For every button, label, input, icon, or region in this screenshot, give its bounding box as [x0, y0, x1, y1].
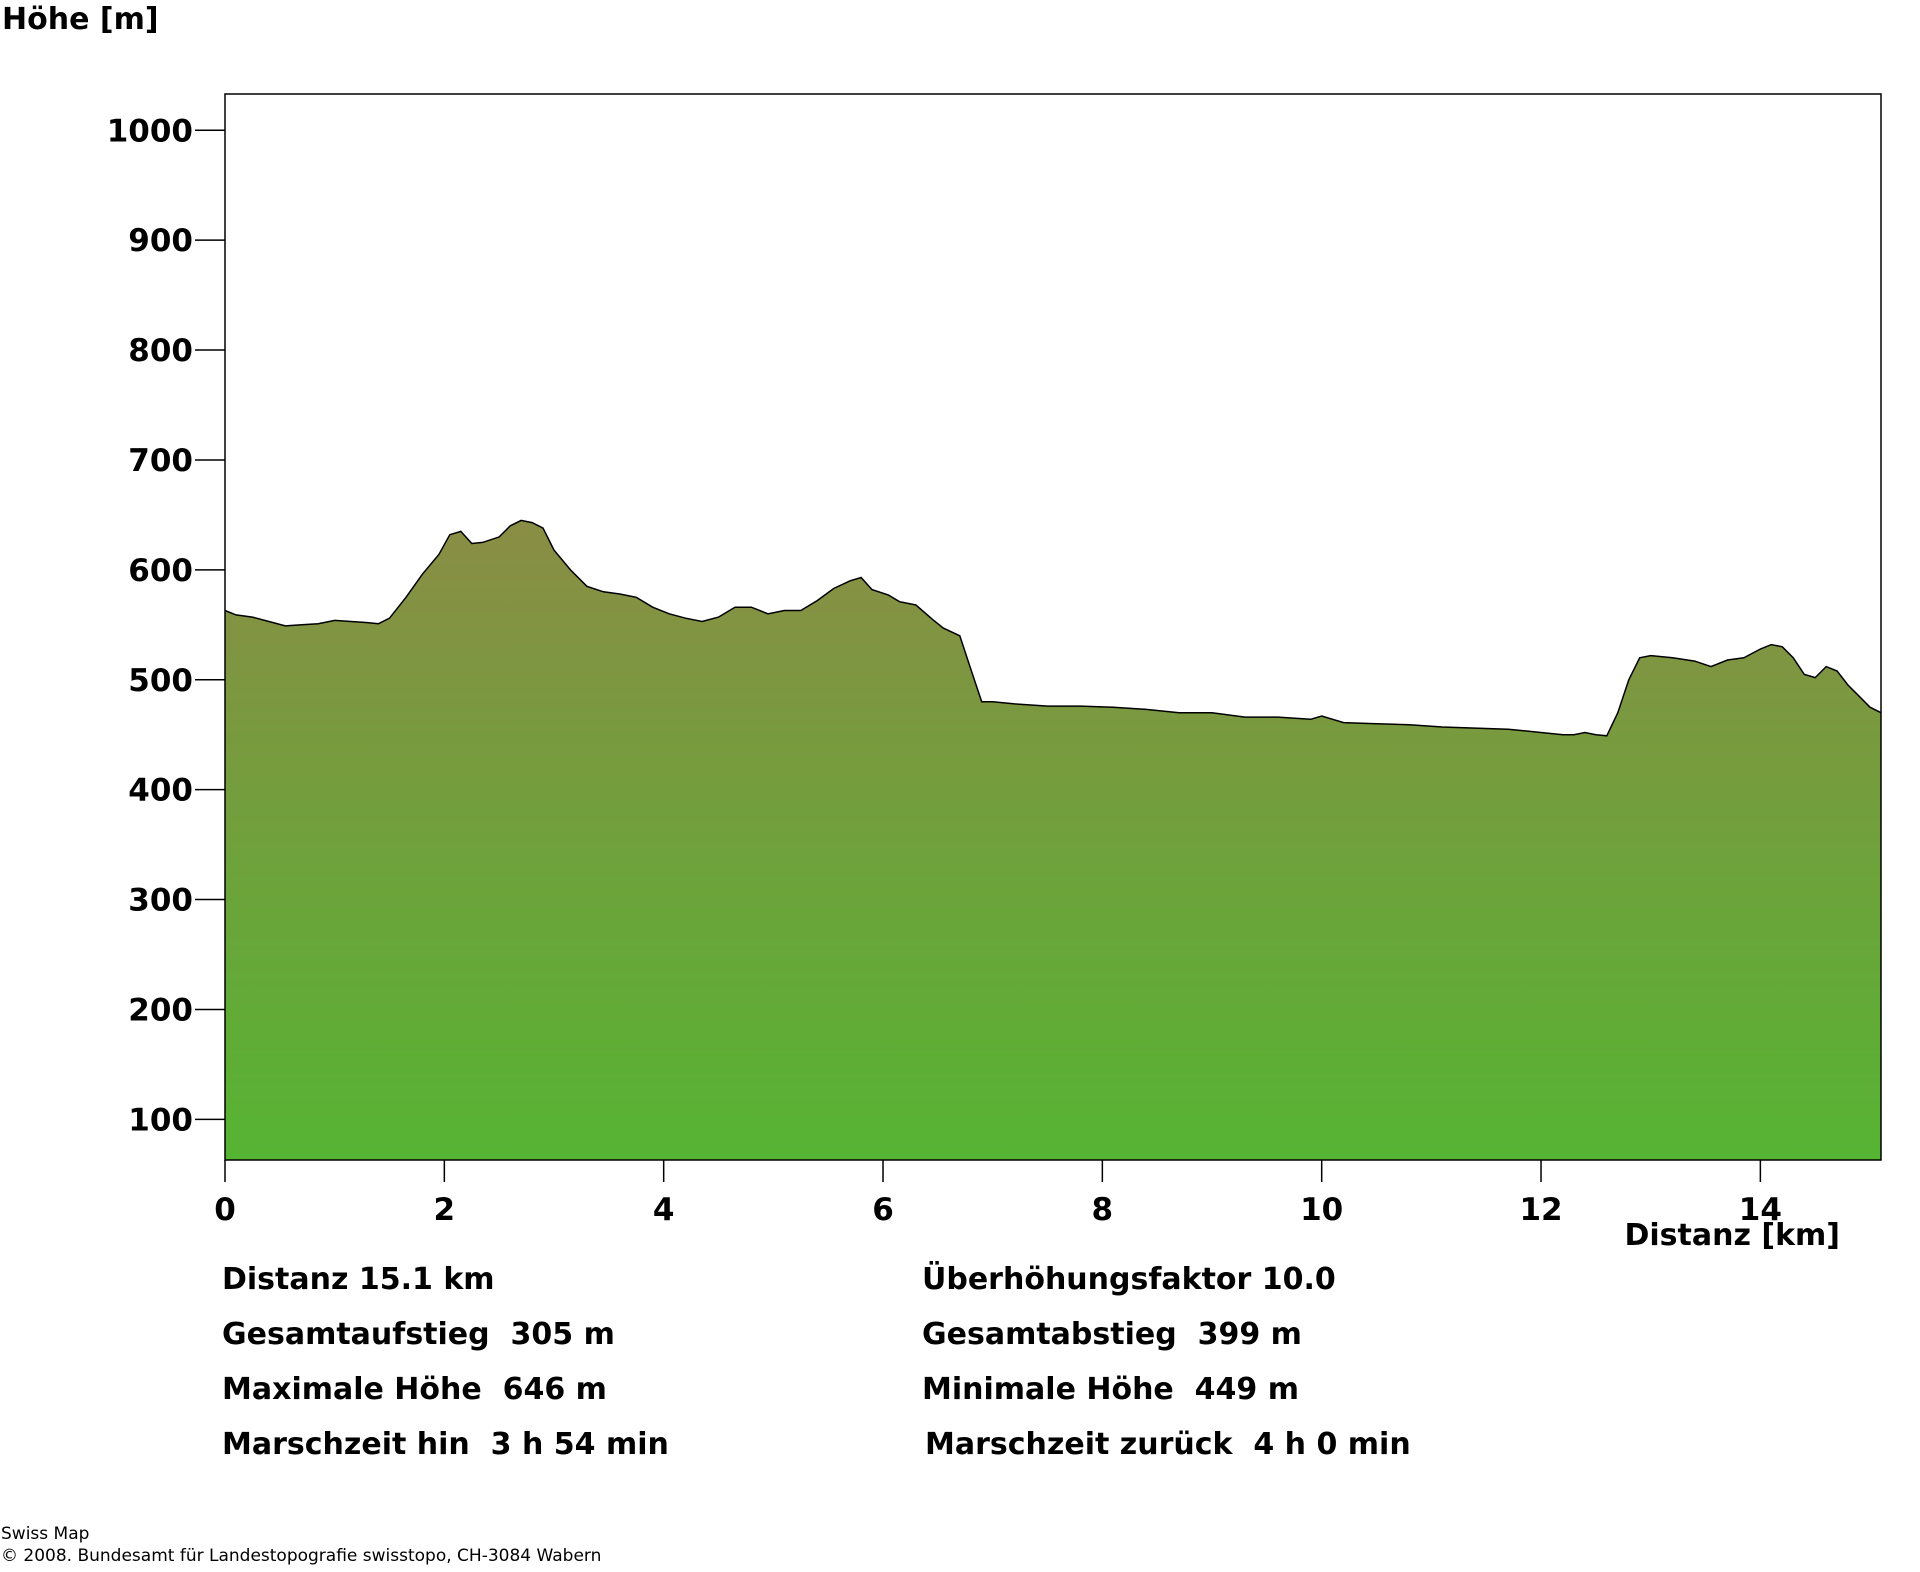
x-tick-label: 14 [1739, 1192, 1782, 1228]
stat-gesamtaufstieg: Gesamtaufstieg 305 m [222, 1317, 615, 1352]
stat-ueberhoehungsfaktor: Überhöhungsfaktor 10.0 [922, 1262, 1336, 1297]
plot-frame [224, 93, 1882, 1161]
y-tick-label: 900 [128, 223, 193, 259]
y-axis-label: Höhe [m] [2, 2, 159, 37]
x-axis-label: Distanz [km] [1624, 1218, 1840, 1253]
y-tick-label: 700 [128, 443, 193, 479]
y-tick-label: 400 [128, 773, 193, 809]
footer-copyright: © 2008. Bundesamt für Landestopografie s… [1, 1546, 602, 1566]
stat-distanz: Distanz 15.1 km [222, 1262, 495, 1297]
elevation-line [224, 519, 1882, 737]
y-tick-label: 300 [128, 883, 193, 919]
y-tick-label: 200 [128, 992, 193, 1028]
y-tick-label: 100 [128, 1102, 193, 1138]
x-tick-label: 2 [434, 1192, 456, 1228]
y-tick-label: 500 [128, 663, 193, 699]
stat-gesamtabstieg: Gesamtabstieg 399 m [922, 1317, 1302, 1352]
stat-marschzeit-hin: Marschzeit hin 3 h 54 min [222, 1427, 669, 1462]
y-tick-label: 1000 [107, 113, 193, 149]
x-tick-label: 6 [872, 1192, 894, 1228]
x-tick-label: 8 [1092, 1192, 1114, 1228]
footer-brand: Swiss Map [1, 1524, 90, 1544]
x-tick-label: 10 [1300, 1192, 1343, 1228]
stat-minimale-hoehe: Minimale Höhe 449 m [922, 1372, 1299, 1407]
stat-maximale-hoehe: Maximale Höhe 646 m [222, 1372, 607, 1407]
x-tick-label: 4 [653, 1192, 675, 1228]
x-tick-label: 12 [1519, 1192, 1562, 1228]
y-tick-label: 800 [128, 333, 193, 369]
elevation-area [225, 520, 1881, 1160]
y-tick-label: 600 [128, 553, 193, 589]
stat-marschzeit-zurueck: Marschzeit zurück 4 h 0 min [925, 1427, 1411, 1462]
x-tick-label: 0 [214, 1192, 236, 1228]
